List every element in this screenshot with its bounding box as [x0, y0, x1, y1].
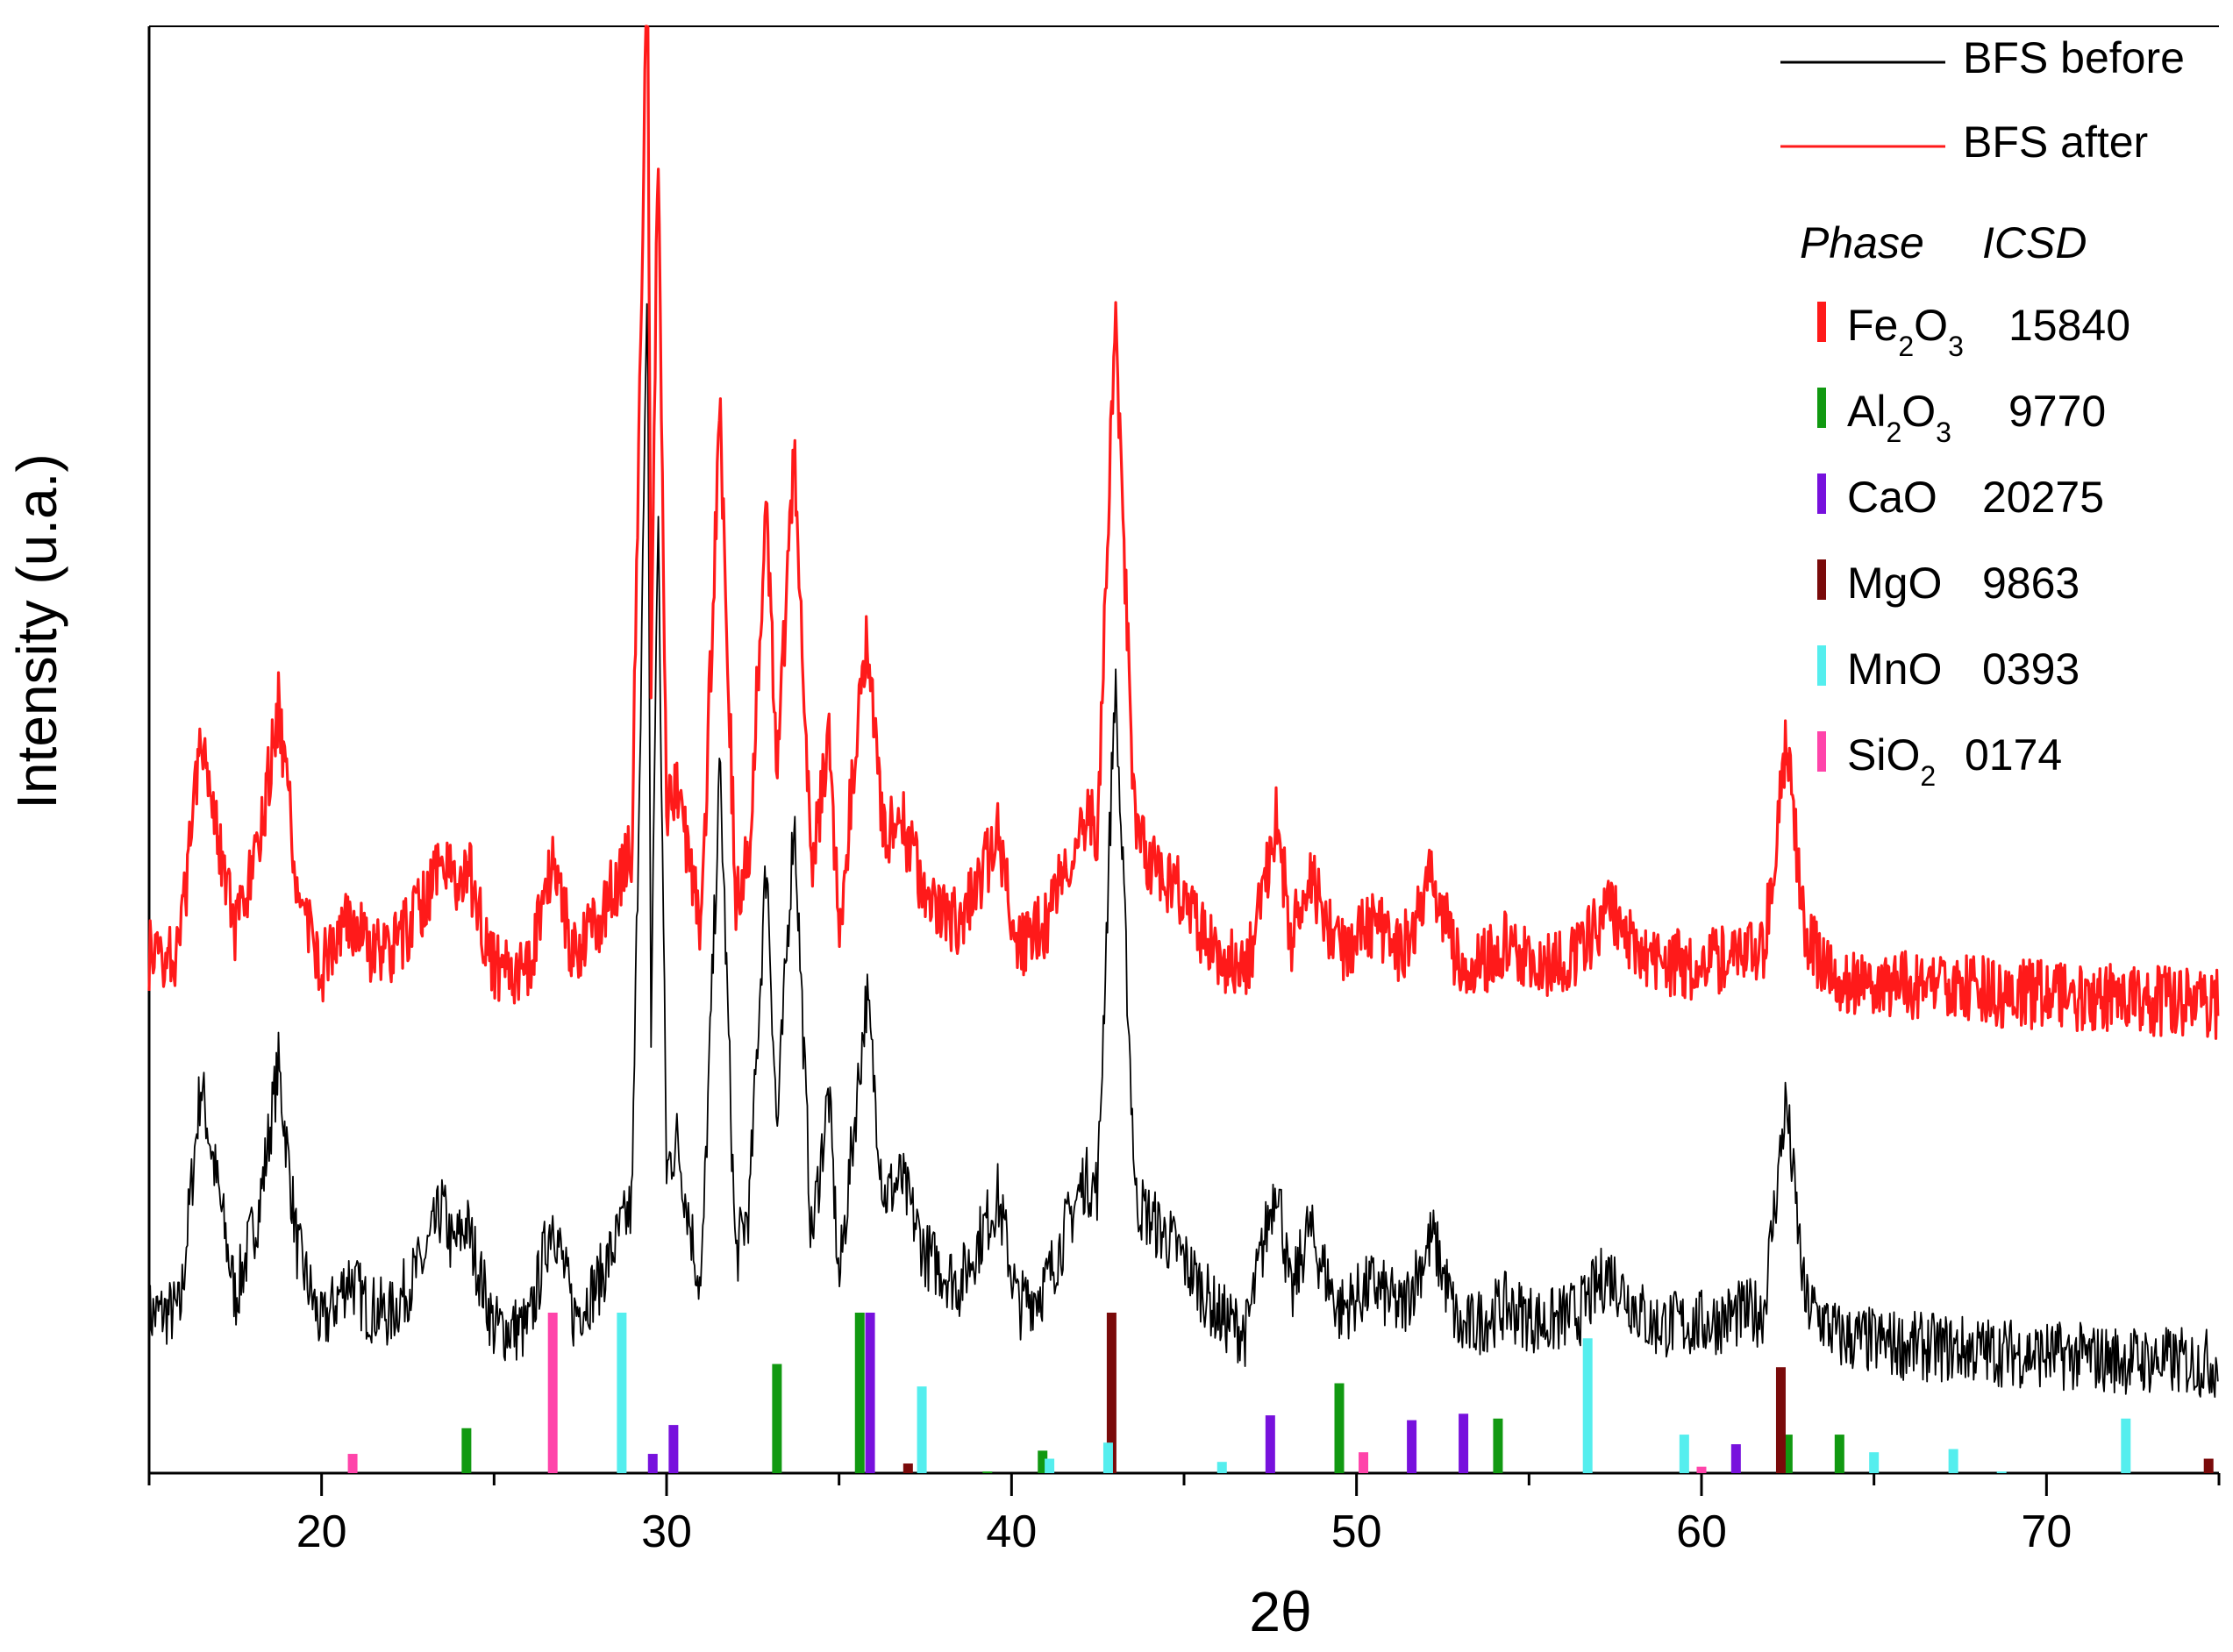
legend-swatch	[1817, 388, 1826, 428]
reference-bars	[347, 1313, 2214, 1473]
ref-bar-mgo	[1106, 1313, 1116, 1473]
ref-bar-mno	[1679, 1435, 1689, 1473]
x-tick-label: 40	[986, 1506, 1037, 1557]
ref-bar-mno	[1996, 1471, 2007, 1473]
y-axis-title: Intensity (u.a.)	[5, 453, 68, 809]
legend-phase-label: MgO	[1847, 559, 1942, 608]
ref-bar-alo	[982, 1471, 993, 1473]
x-tick-label: 70	[2021, 1506, 2072, 1557]
ref-bar-mno	[1102, 1442, 1113, 1473]
ref-bar-mno	[917, 1386, 927, 1473]
legend-icsd-value: 0174	[1965, 730, 2062, 780]
legend-icsd-value: 9770	[2008, 387, 2106, 436]
ref-bar-mno	[617, 1313, 627, 1473]
series-line-bfs-before	[148, 303, 2219, 1399]
legend-phase-label: Fe2O3	[1847, 301, 1964, 362]
x-tick-label: 20	[296, 1506, 347, 1557]
axes-layer: 20 30 40 50 60 70	[147, 1473, 2221, 1557]
legend-phase-label: Al2O3	[1847, 387, 1951, 448]
x-axis-title: 2θ	[1249, 1580, 1311, 1643]
ref-bar-sio	[1359, 1452, 1369, 1473]
ref-bar-alo	[1493, 1418, 1503, 1473]
ref-bar-sio	[547, 1313, 558, 1473]
legend-icsd-value: 15840	[2008, 301, 2130, 350]
ref-bar-mno	[1869, 1452, 1880, 1473]
legend-phase-label: SiO2	[1847, 730, 1936, 792]
ref-bar-cao	[1407, 1420, 1417, 1473]
ref-bar-mno	[1948, 1449, 1958, 1473]
legend-swatch	[1817, 302, 1826, 342]
series-layer	[147, 25, 2220, 1399]
ref-bar-sio	[347, 1454, 358, 1473]
legend-swatch	[1817, 474, 1826, 514]
legend: BFS before BFS after Phase ICSD Fe2O3 15840 Al…	[1780, 33, 2185, 792]
legend-swatch	[1817, 645, 1826, 686]
ref-bar-cao	[668, 1425, 679, 1473]
ref-bar-cao	[1459, 1413, 1469, 1473]
ref-bar-sio	[1696, 1466, 1707, 1473]
legend-phase-label: MnO	[1847, 644, 1942, 694]
ref-bar-cao	[865, 1313, 875, 1473]
legend-phase-label: CaO	[1847, 473, 1937, 522]
legend-icsd-value: 20275	[1982, 473, 2104, 522]
ref-bar-mgo	[902, 1463, 913, 1473]
ref-bar-cao	[647, 1454, 658, 1473]
ref-bar-mno	[1216, 1462, 1227, 1473]
ref-bar-alo	[461, 1428, 472, 1473]
x-tick-label: 30	[641, 1506, 692, 1557]
ref-bar-mgo	[1775, 1367, 1786, 1473]
legend-header-icsd: ICSD	[1982, 218, 2087, 267]
x-tick-label: 50	[1331, 1506, 1382, 1557]
ref-bar-mno	[1045, 1458, 1055, 1473]
legend-label-series: BFS before	[1963, 33, 2185, 82]
legend-icsd-value: 9863	[1982, 559, 2080, 608]
legend-icsd-value: 0393	[1982, 644, 2080, 694]
ref-bar-cao	[1730, 1444, 1741, 1473]
legend-swatch	[1817, 559, 1826, 600]
legend-header-phase: Phase	[1800, 218, 1924, 267]
legend-swatch	[1817, 731, 1826, 772]
x-tick-label: 60	[1676, 1506, 1727, 1557]
ref-bar-alo	[1334, 1383, 1345, 1473]
ref-bar-mgo	[2203, 1458, 2214, 1473]
legend-label-series: BFS after	[1963, 117, 2148, 167]
ref-bar-mno	[2121, 1418, 2131, 1473]
ref-bar-alo	[1834, 1435, 1844, 1473]
ref-bar-cao	[1265, 1415, 1275, 1473]
ref-bar-alo	[1038, 1450, 1048, 1473]
series-line-bfs-after	[147, 25, 2220, 1040]
ref-bar-alo	[854, 1313, 865, 1473]
ref-bar-alo	[772, 1364, 782, 1473]
ref-bar-alo	[1782, 1435, 1793, 1473]
ref-bar-mno	[1582, 1338, 1593, 1473]
